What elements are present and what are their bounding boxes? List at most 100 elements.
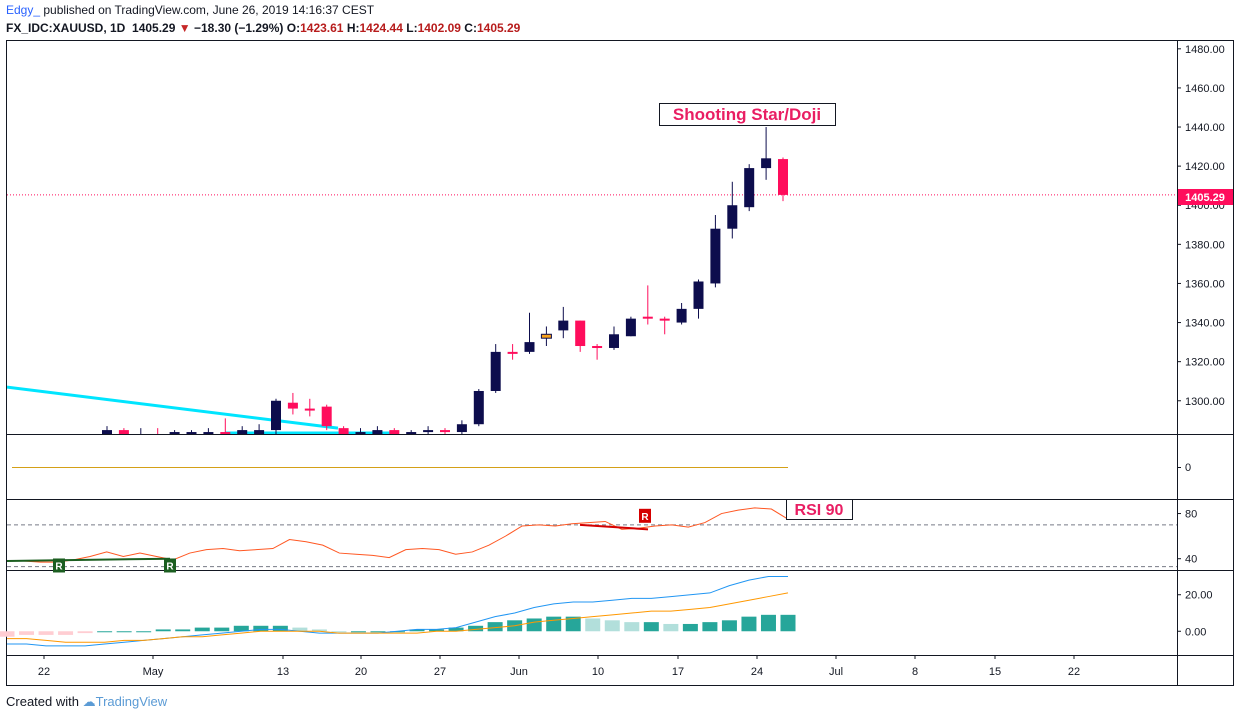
candle-body xyxy=(778,159,788,195)
macd-hist-bar xyxy=(155,629,171,632)
candle-body xyxy=(406,432,417,434)
candle-body xyxy=(609,334,619,348)
time-axis-label: 24 xyxy=(751,666,763,678)
macd-hist-bar xyxy=(624,622,640,632)
divergence-marker xyxy=(164,558,176,573)
bear-divergence-line xyxy=(579,523,649,531)
macd-hist-bar xyxy=(429,629,445,632)
time-axis-label: Jul xyxy=(829,666,843,678)
annotation-box xyxy=(659,103,836,126)
candle-body xyxy=(761,158,772,169)
candle-body xyxy=(642,316,653,319)
candle-body xyxy=(676,308,687,323)
macd-hist-bar xyxy=(350,631,366,633)
price-axis-label: 1340.00 xyxy=(1185,318,1225,330)
price-axis-label: 1320.00 xyxy=(1185,357,1225,369)
last-price: 1405.29 xyxy=(132,21,176,35)
macd-hist-bar xyxy=(331,631,347,633)
time-axis-label: 8 xyxy=(912,666,918,678)
macd-hist-bar xyxy=(409,629,425,632)
price-axis-label: 1480.00 xyxy=(1185,44,1225,56)
time-axis-label: 22 xyxy=(1068,666,1080,678)
macd-hist-bar xyxy=(604,620,620,632)
low-value: 1402.09 xyxy=(417,21,461,35)
rsi-line xyxy=(7,507,789,563)
divergence-marker-label: R xyxy=(166,561,174,572)
macd-hist-bar xyxy=(0,631,15,637)
macd-axis-label: 0.00 xyxy=(1185,626,1206,638)
candle-body xyxy=(693,281,704,309)
time-axis-label: 15 xyxy=(989,666,1001,678)
time-axis-label: Jun xyxy=(510,666,528,678)
macd-hist-bar xyxy=(721,620,737,632)
price-axis-label: 1420.00 xyxy=(1185,161,1225,173)
macd-slow-line xyxy=(7,592,789,643)
macd-hist-bar xyxy=(19,631,35,635)
macd-hist-bar xyxy=(97,631,113,633)
macd-hist-bar xyxy=(58,631,74,635)
time-axis-label: 13 xyxy=(277,666,289,678)
down-arrow-icon: ▼ xyxy=(178,21,191,35)
high-label: H: xyxy=(346,21,360,35)
candle-body xyxy=(490,351,501,391)
price-axis: 1480.001460.001440.001420.001400.001380.… xyxy=(1177,44,1225,408)
macd-hist-bar xyxy=(116,631,132,633)
divergence-marker xyxy=(639,508,651,523)
macd-hist-bar xyxy=(643,622,659,632)
macd-hist-bar xyxy=(77,631,93,634)
candle-body xyxy=(220,432,231,434)
price-axis-label: 1300.00 xyxy=(1185,396,1225,408)
candle-body xyxy=(389,430,400,434)
symbol-info: FX_IDC:XAUUSD, 1D 1405.29 ▼ −18.30 (−1.2… xyxy=(6,21,520,35)
candle-body xyxy=(102,430,112,434)
time-axis-label: 27 xyxy=(434,666,446,678)
time-axis-label: 10 xyxy=(592,666,604,678)
macd-hist-bar xyxy=(702,622,718,632)
macd-hist-bar xyxy=(546,616,562,632)
time-axis: 22 May 13 20 27 Jun 10 17 24 Jul 8 15 22 xyxy=(38,655,1080,678)
candle-body xyxy=(540,333,552,339)
open-label: O: xyxy=(286,21,301,35)
last-price-tag xyxy=(1178,189,1233,205)
time-axis-label: 22 xyxy=(38,666,50,678)
candle-body xyxy=(254,430,265,434)
candle-body xyxy=(744,168,755,208)
macd-hist-bar xyxy=(663,623,679,632)
tradingview-brand[interactable]: TradingView xyxy=(95,694,168,709)
price-axis-label: 1440.00 xyxy=(1185,122,1225,134)
annotation-text: Shooting Star/Doji xyxy=(673,105,821,124)
candle-body xyxy=(237,430,248,434)
macd-hist-bar xyxy=(233,625,249,632)
macd-hist-bar xyxy=(292,627,308,632)
candle-body xyxy=(355,432,366,434)
macd-hist-bar xyxy=(780,614,796,632)
trend-line xyxy=(7,385,339,430)
tradingview-logo-icon[interactable]: ☁ xyxy=(82,694,96,709)
candle-body xyxy=(118,430,129,434)
time-axis-label: May xyxy=(143,666,164,678)
candle-body xyxy=(659,318,670,321)
macd-hist-bar xyxy=(175,629,191,632)
candle-body xyxy=(575,320,586,347)
publish-info: Edgy_ published on TradingView.com, June… xyxy=(6,3,374,17)
author-name[interactable]: Edgy_ xyxy=(6,3,41,17)
price-axis-label: 1360.00 xyxy=(1185,278,1225,290)
candle-body xyxy=(473,390,484,425)
candle-body xyxy=(423,430,434,433)
close-label: C: xyxy=(464,21,477,35)
publish-text: published on TradingView.com, June 26, 2… xyxy=(43,3,375,17)
rsi-axis-label: 80 xyxy=(1185,509,1197,521)
open-value: 1423.61 xyxy=(300,21,344,35)
candle-body xyxy=(304,408,315,411)
candle-body xyxy=(558,320,569,331)
macd-axis-label: 20.00 xyxy=(1185,590,1213,602)
macd-hist-bar xyxy=(448,627,464,632)
divergence-marker-label: R xyxy=(55,561,63,572)
macd-hist-bar xyxy=(253,625,269,632)
candle-body xyxy=(203,432,214,434)
macd-fast-line xyxy=(7,575,788,647)
candle-body xyxy=(169,432,180,434)
candle-body xyxy=(524,342,535,352)
macd-hist-bar xyxy=(194,627,210,632)
